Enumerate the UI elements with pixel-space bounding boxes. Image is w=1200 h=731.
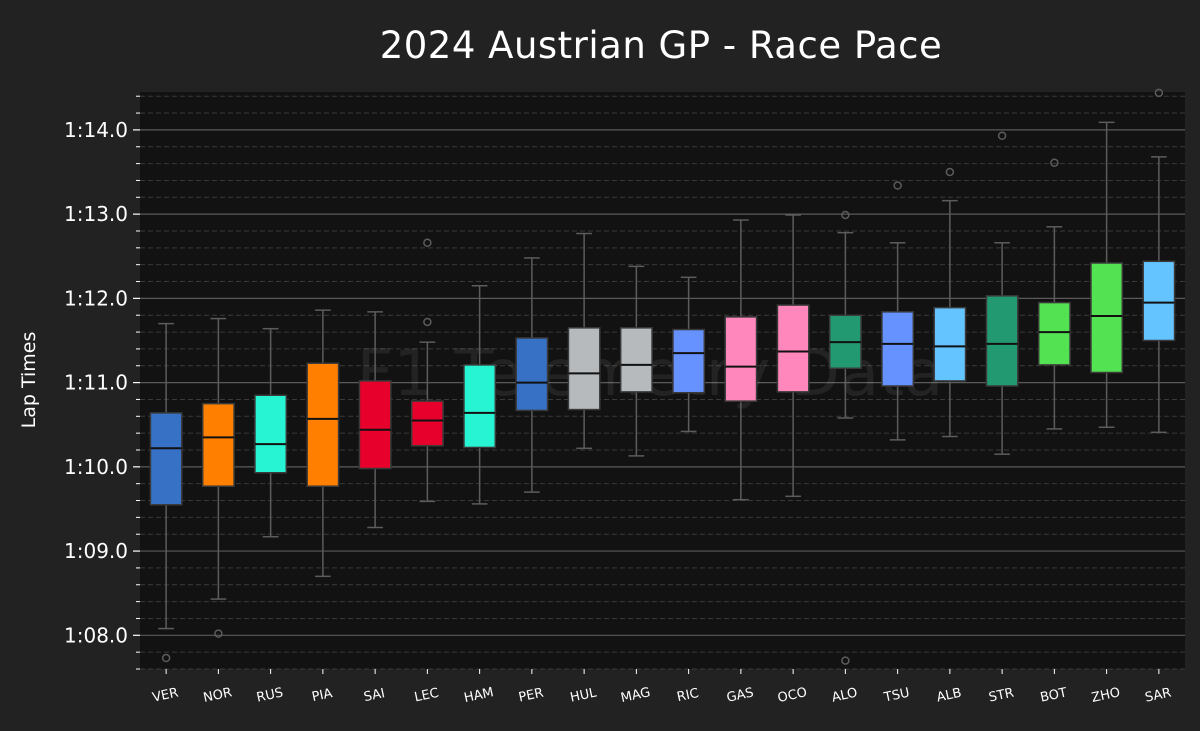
y-tick-label: 1:12.0 <box>64 286 128 310</box>
y-tick-label: 1:08.0 <box>64 623 128 647</box>
outlier-point <box>841 656 850 665</box>
box-alb <box>933 167 967 438</box>
iqr-box <box>410 400 444 447</box>
box-rus <box>254 327 288 538</box>
x-tick-label: LEC <box>413 686 440 706</box>
x-tick-label: OCO <box>776 685 808 706</box>
box-tsu <box>881 181 915 441</box>
outlier-point <box>423 317 432 327</box>
x-tick-label: RIC <box>676 686 701 705</box>
iqr-box <box>1037 301 1071 366</box>
iqr-box <box>881 311 915 387</box>
box-alo <box>828 210 862 665</box>
x-axis: VER NOR RUS PIA SAI LEC HAM PER HUL MAG RIC GAS OCO A… <box>151 669 1173 706</box>
box-gas <box>724 219 758 501</box>
outlier-point <box>945 167 955 177</box>
x-tick-label: PER <box>517 686 545 706</box>
outlier-point <box>893 181 902 190</box>
box-ham <box>463 284 497 505</box>
outlier-point <box>1154 88 1164 98</box>
iqr-box <box>933 306 967 382</box>
iqr-box <box>1090 262 1124 374</box>
x-tick-label: NOR <box>202 685 233 706</box>
x-tick-label: SAR <box>1144 685 1173 705</box>
y-tick-label: 1:14.0 <box>64 118 128 142</box>
outlier-point <box>423 238 432 248</box>
box-per <box>515 257 549 493</box>
x-tick-label: SAI <box>362 686 386 705</box>
x-tick-label: BOT <box>1039 685 1068 705</box>
y-tick-label: 1:13.0 <box>64 202 128 226</box>
boxes <box>149 88 1176 665</box>
outlier-point <box>841 210 850 220</box>
iqr-box <box>201 402 235 487</box>
iqr-box <box>358 380 392 470</box>
box-ver <box>149 322 183 663</box>
iqr-box <box>149 412 183 506</box>
outlier-point <box>997 131 1007 141</box>
iqr-box <box>515 337 549 412</box>
box-sar <box>1142 88 1176 434</box>
x-tick-label: ALO <box>830 686 858 706</box>
box-lec <box>410 238 444 503</box>
x-tick-label: TSU <box>882 686 911 706</box>
box-hul <box>567 232 601 450</box>
x-tick-label: RUS <box>255 685 284 705</box>
iqr-box <box>985 295 1019 387</box>
box-pia <box>306 309 340 578</box>
iqr-box <box>463 364 497 449</box>
box-bot <box>1037 158 1071 430</box>
iqr-box <box>254 394 288 474</box>
chart-title: 2024 Austrian GP - Race Pace <box>379 24 943 67</box>
box-sai <box>358 311 392 529</box>
x-tick-label: STR <box>987 686 1015 706</box>
y-tick-label: 1:10.0 <box>64 455 128 479</box>
iqr-box <box>306 362 340 487</box>
x-tick-label: MAG <box>619 685 651 706</box>
y-axis: 1:08.0 1:09.0 1:10.0 1:11.0 1:12.0 1:13.0 1:14… <box>64 95 140 670</box>
box-ric <box>672 276 706 433</box>
x-tick-label: PIA <box>311 686 334 705</box>
y-tick-label: 1:11.0 <box>64 371 128 395</box>
outlier-point <box>1050 158 1059 168</box>
box-nor <box>201 317 235 638</box>
y-tick-label: 1:09.0 <box>64 539 128 563</box>
y-axis-label: Lap Times <box>18 332 40 429</box>
box-str <box>985 131 1019 455</box>
x-tick-label: HAM <box>463 685 495 706</box>
x-tick-label: ZHO <box>1090 685 1121 706</box>
box-oco <box>776 214 810 498</box>
iqr-box <box>1142 260 1176 342</box>
x-tick-label: ALB <box>935 686 963 706</box>
box-zho <box>1090 121 1124 428</box>
iqr-box <box>776 304 810 393</box>
box-mag <box>619 265 653 457</box>
x-tick-label: VER <box>151 686 180 706</box>
x-tick-label: HUL <box>569 685 599 705</box>
outlier-point <box>161 653 171 663</box>
iqr-box <box>619 327 653 393</box>
iqr-box <box>672 328 706 394</box>
x-tick-label: GAS <box>725 685 755 705</box>
outlier-point <box>214 629 223 638</box>
iqr-box <box>567 327 601 411</box>
iqr-box <box>724 316 758 402</box>
